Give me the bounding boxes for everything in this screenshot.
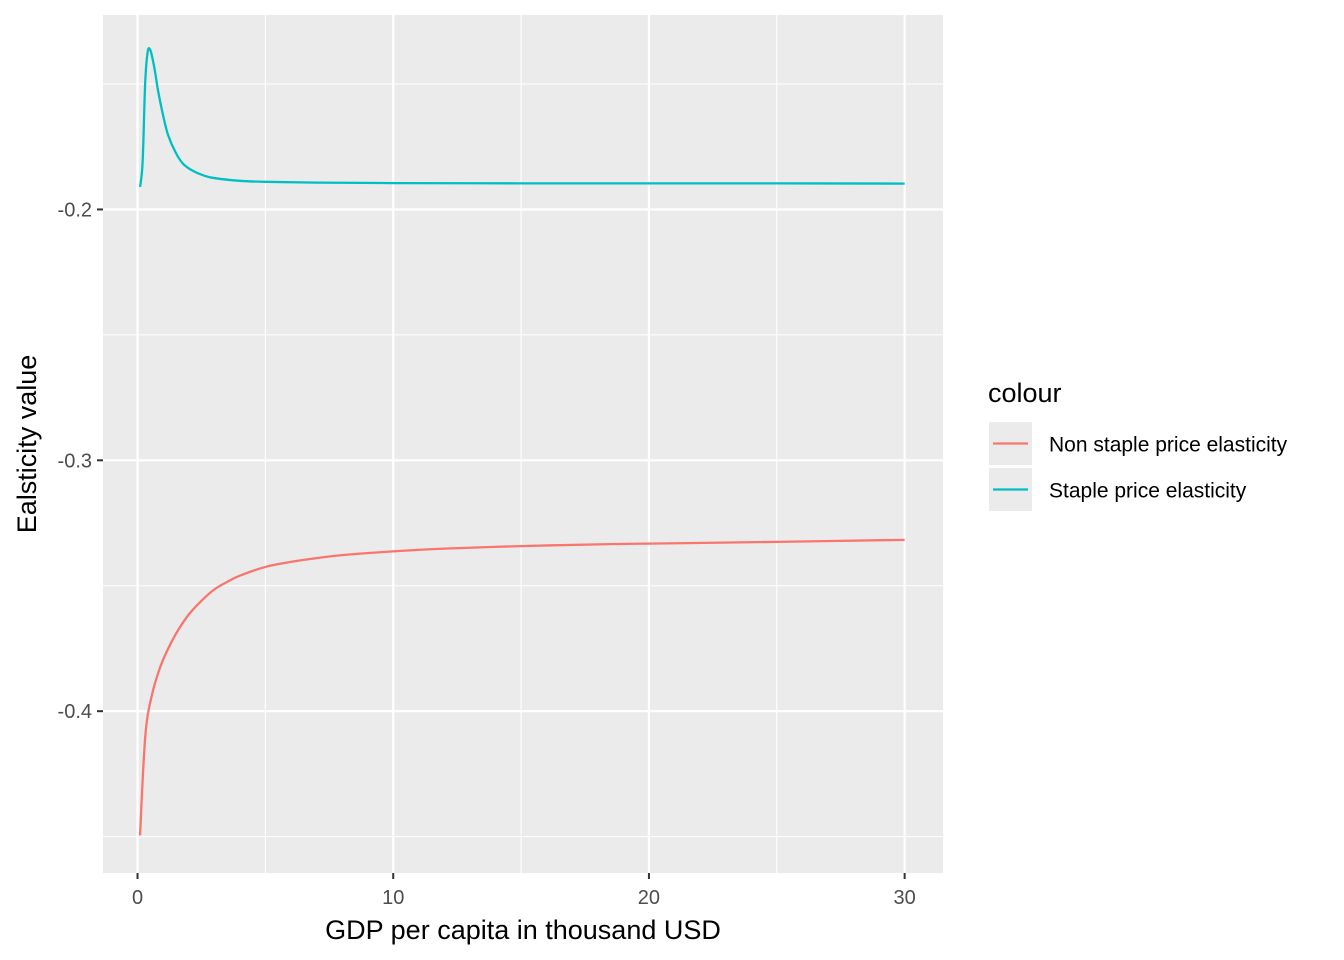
major-gridlines — [103, 15, 943, 873]
series-line-staple — [138, 47, 905, 187]
y-axis-title: Ealsticity value — [12, 355, 42, 534]
legend-title: colour — [988, 378, 1062, 408]
series-line-non-staple — [138, 538, 905, 836]
x-tick-label: 0 — [132, 887, 143, 909]
plot-panel — [103, 15, 943, 873]
legend: colour Non staple price elasticity Staple… — [988, 378, 1288, 511]
x-tick-label: 10 — [382, 887, 404, 909]
series-lines — [138, 47, 905, 836]
x-axis: 0 10 20 30 — [132, 873, 916, 909]
x-tick-label: 20 — [638, 887, 660, 909]
y-tick-label: -0.3 — [58, 450, 92, 472]
y-tick-label: -0.2 — [58, 199, 92, 221]
x-tick-label: 30 — [894, 887, 916, 909]
legend-label: Staple price elasticity — [1049, 480, 1247, 503]
legend-label: Non staple price elasticity — [1049, 434, 1288, 457]
y-axis: -0.4 -0.3 -0.2 — [58, 199, 103, 723]
minor-gridlines — [103, 15, 943, 873]
y-tick-label: -0.4 — [58, 701, 92, 723]
x-axis-title: GDP per capita in thousand USD — [325, 915, 721, 945]
